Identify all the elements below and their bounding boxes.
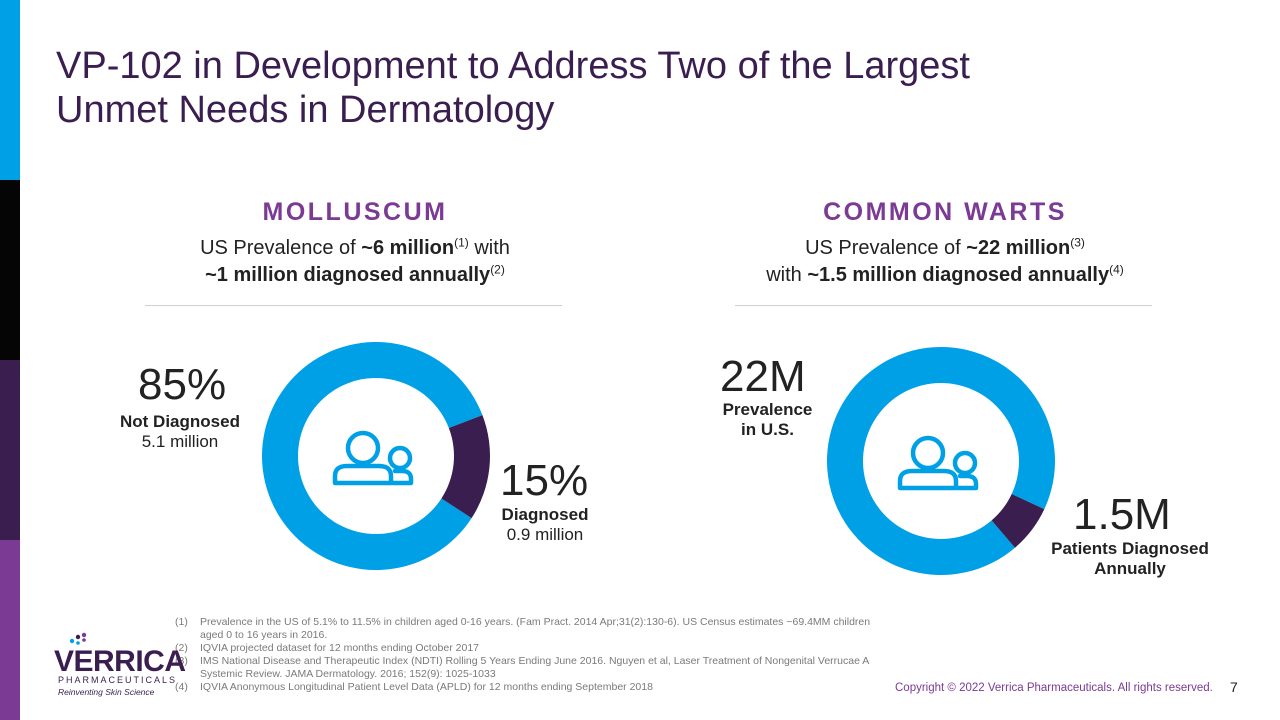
logo-name: VERRICA xyxy=(54,645,186,678)
common-warts-donut-chart xyxy=(827,347,1055,575)
side-bar-blue xyxy=(0,0,20,180)
molluscum-sub-bold-diagnosed: ~1 million diagnosed annually xyxy=(205,264,491,286)
side-bar-black xyxy=(0,180,20,360)
molluscum-heading: MOLLUSCUM xyxy=(262,198,448,226)
diagnosed-count: 0.9 million xyxy=(506,525,584,544)
footnote-2: (2) IQVIA projected dataset for 12 months… xyxy=(175,642,875,655)
molluscum-divider xyxy=(145,305,562,306)
common-warts-subtitle: US Prevalence of ~22 million(3) with ~1.… xyxy=(720,235,1170,289)
warts-sub-text: US Prevalence of xyxy=(805,237,967,259)
footnote-text: IQVIA projected dataset for 12 months en… xyxy=(200,642,480,654)
footnote-text: Prevalence in the US of 5.1% to 11.5% in… xyxy=(200,616,871,641)
warts-sub-bold-diagnosed: ~1.5 million diagnosed annually xyxy=(807,264,1110,286)
footnote-number: (1) xyxy=(175,616,188,628)
prevalence-label-line1: Prevalence xyxy=(722,400,813,419)
side-bar-purple xyxy=(0,540,20,720)
side-bar-dark-purple xyxy=(0,360,20,540)
not-diagnosed-count: 5.1 million xyxy=(141,432,219,451)
prevalence-label-line2: in U.S. xyxy=(741,420,794,439)
molluscum-donut-chart xyxy=(262,342,490,570)
page-number: 7 xyxy=(1230,679,1238,695)
footnote-4: (4) IQVIA Anonymous Longitudinal Patient … xyxy=(175,681,875,694)
footnotes: (1) Prevalence in the US of 5.1% to 11.5%… xyxy=(175,616,875,694)
slice-diagnosed xyxy=(441,415,490,519)
verrica-logo: VERRICA PHARMACEUTICALS Reinventing Skin… xyxy=(46,632,186,705)
molluscum-not-diagnosed-percent: 85% xyxy=(138,360,227,409)
patients-diagnosed-label-line2: Annually xyxy=(1094,559,1166,578)
slice-patients-diagnosed xyxy=(991,493,1045,548)
logo-tagline: Reinventing Skin Science xyxy=(58,687,155,697)
molluscum-footnote-ref-1: (1) xyxy=(454,235,469,250)
warts-prevalence-value: 22M xyxy=(720,352,806,401)
footnote-1: (1) Prevalence in the US of 5.1% to 11.5%… xyxy=(175,616,875,642)
molluscum-sub-text-with: with xyxy=(468,237,510,259)
slice-not-diagnosed xyxy=(262,342,483,570)
warts-sub-text-with: with xyxy=(766,264,808,286)
footnote-3: (3) IMS National Disease and Therapeutic … xyxy=(175,655,875,681)
page-title: VP-102 in Development to Address Two of … xyxy=(56,45,970,131)
warts-footnote-ref-3: (3) xyxy=(1070,235,1085,250)
people-icon xyxy=(897,435,979,491)
molluscum-subtitle: US Prevalence of ~6 million(1) with ~1 m… xyxy=(145,235,565,289)
warts-diagnosed-label: Patients Diagnosed Annually xyxy=(1040,539,1220,579)
warts-diagnosed-value: 1.5M xyxy=(1073,490,1171,539)
diagnosed-label-text: Diagnosed xyxy=(501,505,589,524)
common-warts-divider xyxy=(735,305,1152,306)
footnote-text: IQVIA Anonymous Longitudinal Patient Lev… xyxy=(200,681,653,693)
not-diagnosed-label-text: Not Diagnosed xyxy=(120,412,240,431)
molluscum-diagnosed-percent: 15% xyxy=(500,456,589,505)
footnote-text: IMS National Disease and Therapeutic Ind… xyxy=(200,655,869,680)
footnote-number: (3) xyxy=(175,655,188,667)
footnote-number: (4) xyxy=(175,681,188,693)
molluscum-footnote-ref-2: (2) xyxy=(490,262,505,277)
people-icon xyxy=(332,430,414,486)
logo-subtitle: PHARMACEUTICALS xyxy=(58,675,178,685)
warts-prevalence-label: Prevalence in U.S. xyxy=(705,400,830,440)
molluscum-not-diagnosed-label: Not Diagnosed 5.1 million xyxy=(100,412,260,452)
molluscum-sub-bold-prevalence: ~6 million xyxy=(361,237,455,259)
warts-sub-bold-prevalence: ~22 million xyxy=(966,237,1071,259)
warts-footnote-ref-4: (4) xyxy=(1109,262,1124,277)
side-color-bar xyxy=(0,0,20,720)
footnote-number: (2) xyxy=(175,642,188,654)
patients-diagnosed-label-line1: Patients Diagnosed xyxy=(1051,539,1209,558)
molluscum-sub-text: US Prevalence of xyxy=(200,237,362,259)
copyright-notice: Copyright © 2022 Verrica Pharmaceuticals… xyxy=(895,682,1213,694)
molluscum-diagnosed-label: Diagnosed 0.9 million xyxy=(475,505,615,545)
common-warts-heading: COMMON WARTS xyxy=(823,198,1067,226)
logo-dots-icon xyxy=(69,632,87,645)
slice-prevalence xyxy=(827,347,1055,575)
